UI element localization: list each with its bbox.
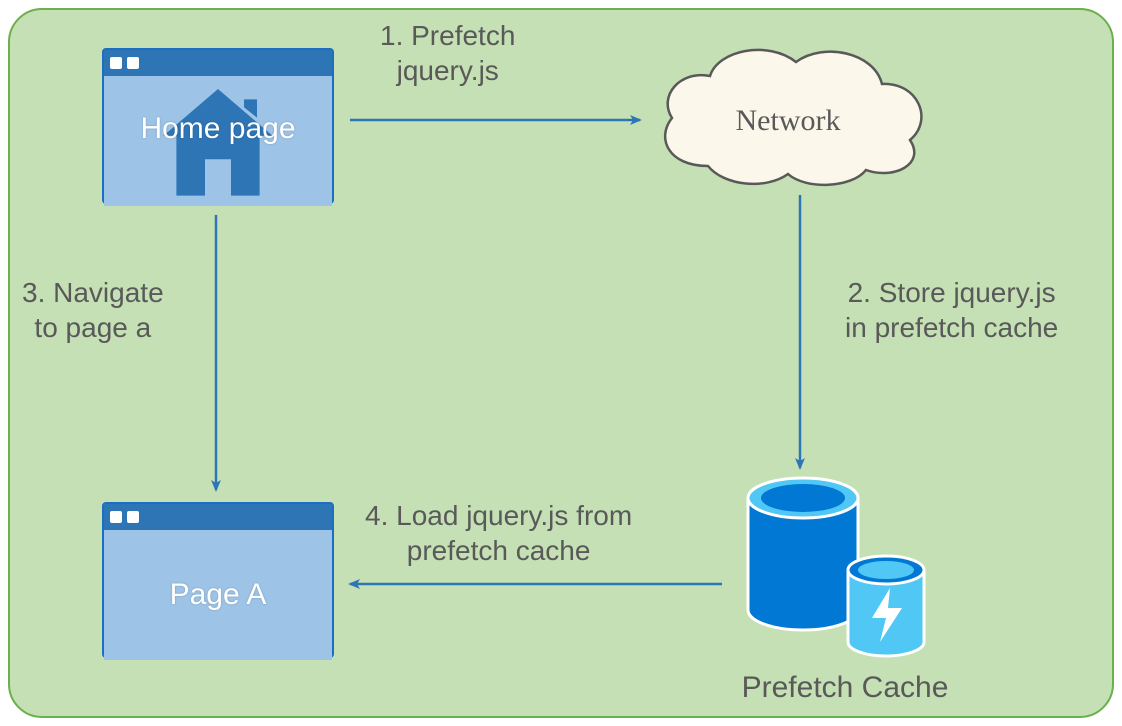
browser-body: Page A	[104, 530, 332, 660]
node-prefetch-cache	[730, 470, 940, 665]
node-page-a: Page A	[102, 502, 334, 658]
window-control-icon	[127, 57, 139, 69]
edge-label-store: 2. Store jquery.js in prefetch cache	[845, 275, 1058, 345]
browser-titlebar	[104, 50, 332, 76]
cloud-icon: Network	[638, 38, 938, 193]
window-control-icon	[127, 511, 139, 523]
cache-cylinder-icon	[730, 470, 940, 665]
window-control-icon	[110, 511, 122, 523]
edge-label-navigate: 3. Navigate to page a	[22, 275, 164, 345]
cache-caption: Prefetch Cache	[720, 671, 970, 705]
edge-label-load: 4. Load jquery.js from prefetch cache	[365, 498, 632, 568]
node-label: Home page	[140, 112, 295, 146]
edge-label-prefetch: 1. Prefetch jquery.js	[380, 18, 515, 88]
node-label: Page A	[170, 578, 267, 612]
node-home-page: Home page	[102, 48, 334, 204]
window-control-icon	[110, 57, 122, 69]
node-network: Network	[638, 38, 938, 193]
browser-titlebar	[104, 504, 332, 530]
svg-text:Network: Network	[736, 104, 841, 137]
browser-body: Home page	[104, 76, 332, 206]
